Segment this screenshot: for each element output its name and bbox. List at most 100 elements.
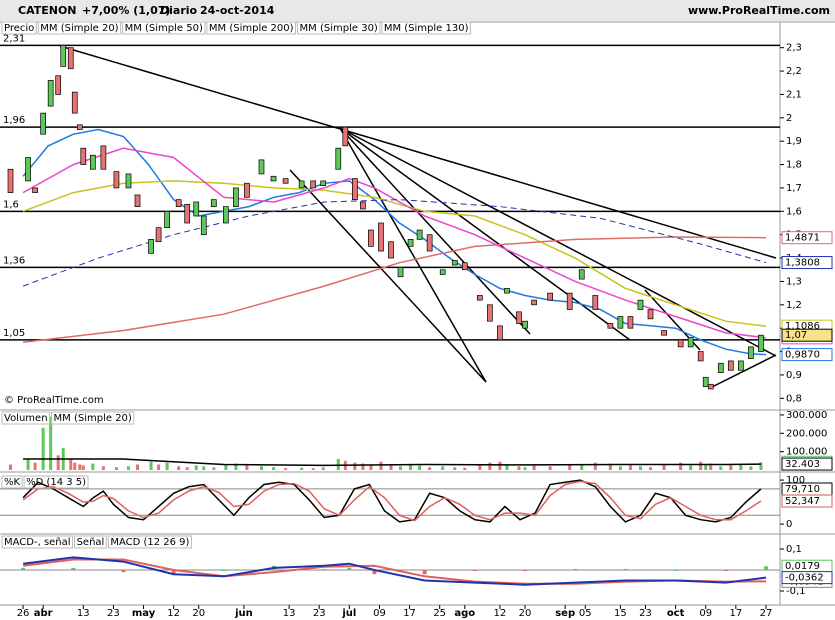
candle: [707, 383, 714, 390]
y-tick-label: 1,8: [786, 160, 802, 171]
volume-bar: [259, 466, 263, 470]
level-label: 1,36: [3, 255, 25, 266]
candle: [426, 234, 433, 252]
value-tag: [781, 457, 833, 471]
candle: [148, 239, 154, 254]
histogram-bar: [523, 570, 528, 572]
x-tick-label: 20: [519, 608, 532, 619]
y-tick-label: 1,9: [786, 136, 802, 147]
volume-bar: [749, 466, 753, 470]
volume-bar: [114, 467, 118, 470]
y-tick-label: 200.000: [786, 428, 827, 439]
candle: [504, 288, 510, 294]
x-tick-label: 15: [614, 608, 627, 619]
candle: [80, 147, 87, 165]
candle: [210, 199, 217, 207]
series-line: [22, 128, 767, 356]
candle: [7, 168, 14, 193]
candle: [55, 75, 62, 95]
legend-label: MM (Simple 30): [300, 23, 378, 34]
y-tick-label: 1,7: [786, 183, 802, 194]
volume-bar: [719, 466, 723, 470]
volume-bar: [638, 466, 642, 470]
volume-bar: [69, 458, 73, 470]
candle: [89, 154, 96, 170]
x-tick-label: 23: [313, 608, 326, 619]
candle: [661, 330, 667, 336]
histogram-bar: [573, 568, 578, 570]
volume-bar: [517, 466, 521, 470]
candle: [547, 292, 553, 301]
legend-box: [107, 535, 192, 549]
volume-bar: [580, 465, 584, 470]
value-tag-label: 79,710: [785, 484, 820, 495]
volume-bar: [662, 464, 666, 470]
y-tick-label: 100: [786, 475, 805, 486]
candle: [578, 269, 585, 280]
candle: [388, 241, 394, 259]
volume-bar: [300, 467, 304, 470]
candle: [233, 187, 239, 207]
candle: [727, 360, 734, 371]
candle: [155, 227, 162, 243]
x-tick-label: 26: [17, 608, 30, 619]
x-tick-label: jul: [341, 608, 356, 619]
volume-bar: [49, 416, 53, 470]
histogram-bar: [171, 570, 176, 575]
x-tick-label: 17: [403, 608, 416, 619]
volume-bar: [56, 455, 60, 470]
volume-bar: [389, 465, 393, 470]
histogram-bar: [623, 568, 628, 570]
volume-bar: [729, 465, 733, 470]
legend-label: MM (Simple 130): [384, 23, 469, 34]
candle: [487, 304, 493, 322]
volume-bar: [321, 467, 325, 470]
value-tag-label: 52,347: [785, 496, 820, 507]
candle: [125, 173, 132, 189]
volume-bar: [568, 464, 572, 470]
volume-bar: [91, 463, 95, 470]
value-tag: [781, 256, 833, 270]
volume-bar: [759, 462, 763, 470]
volume-bar: [689, 465, 693, 470]
candle: [697, 351, 704, 362]
histogram-bar: [71, 567, 76, 570]
histogram-bar: [422, 570, 427, 575]
volume-bar: [26, 458, 30, 470]
volume-bar: [224, 464, 228, 470]
candle: [476, 295, 483, 301]
candle: [184, 203, 191, 224]
x-tick-label: oct: [667, 608, 685, 619]
candle: [258, 159, 265, 175]
volume-bar: [136, 464, 140, 470]
y-tick-label: 0,1: [786, 544, 802, 555]
volume-bar: [505, 465, 509, 470]
x-tick-label: ago: [454, 608, 475, 619]
volume-bar: [418, 465, 422, 470]
volume-bar: [202, 466, 206, 470]
volume-bar: [649, 467, 653, 470]
volume-bar: [33, 462, 37, 470]
value-tag: [781, 231, 833, 245]
candle: [637, 299, 644, 310]
x-tick-label: 05: [579, 608, 592, 619]
level-label: 1,96: [3, 115, 25, 126]
value-tag: [781, 494, 833, 508]
x-tick-label: 13: [77, 608, 90, 619]
candle: [60, 44, 67, 67]
candle: [758, 334, 764, 352]
legend-label: %D (14 3 5): [26, 477, 86, 488]
candle: [717, 362, 724, 373]
value-tag-label: 0,0179: [785, 561, 820, 572]
candle: [25, 157, 31, 182]
volume-bar: [628, 465, 632, 470]
x-tick-label: 23: [639, 608, 652, 619]
candle: [320, 180, 327, 186]
value-tag: [781, 571, 833, 585]
legend-label: MM (Simple 20): [40, 23, 118, 34]
volume-bar: [194, 465, 198, 470]
y-tick-label: 2: [786, 113, 792, 124]
level-label: 2,31: [3, 33, 25, 44]
volume-bar: [126, 466, 130, 470]
